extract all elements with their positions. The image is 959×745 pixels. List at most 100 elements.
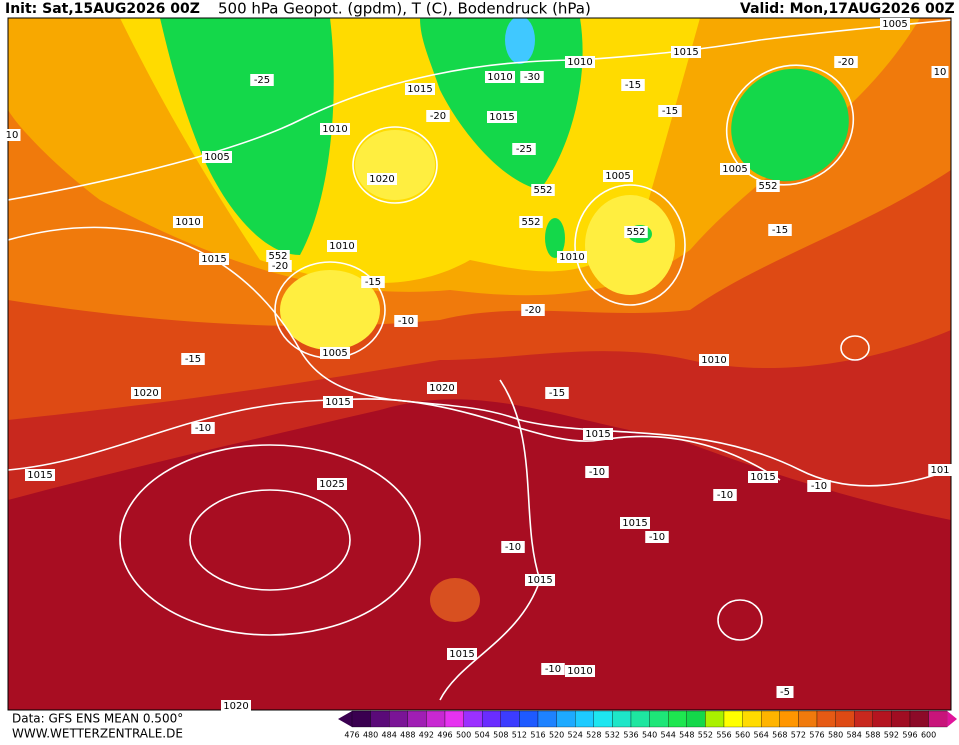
contour-label-box: [250, 74, 274, 86]
contour-label-box: [699, 354, 729, 366]
contour-label-box: [768, 224, 792, 236]
legend-level: 500: [456, 731, 471, 740]
contour-label: 1010: [322, 124, 347, 135]
contour-label: 1025: [319, 479, 344, 490]
legend-level: 584: [847, 731, 862, 740]
legend-level: 600: [921, 731, 936, 740]
contour-label: 1015: [622, 518, 647, 529]
legend-level: 540: [642, 731, 657, 740]
contour-label: -20: [430, 111, 446, 122]
legend-swatch: [575, 710, 594, 728]
contour-label-box: [323, 396, 353, 408]
legend-swatch: [705, 710, 725, 728]
contour-label-box: [427, 382, 457, 394]
legend-level: 548: [679, 731, 694, 740]
contour-label-box: [880, 18, 910, 30]
contour-label-box: [426, 110, 450, 122]
contour-label-box: [583, 428, 613, 440]
legend-swatch: [351, 710, 371, 728]
legend-swatch: [519, 710, 539, 728]
legend-swatch: [798, 710, 818, 728]
contour-label-box: [405, 83, 435, 95]
legend-level: 576: [809, 731, 824, 740]
contour-label: 10: [934, 67, 947, 78]
legend-level: 528: [586, 731, 601, 740]
contour-label-box: [25, 469, 55, 481]
contour-label: 1015: [449, 649, 474, 660]
legend-swatch: [426, 710, 446, 728]
contour-label-box: [268, 260, 292, 272]
contour-label: -20: [272, 261, 288, 272]
contour-label-box: [367, 173, 397, 185]
contour-label: -10: [649, 532, 665, 543]
contour-label-box: [191, 422, 215, 434]
contour-label-box: [541, 663, 565, 675]
legend-level: 484: [382, 731, 397, 740]
contour-label-box: [131, 387, 161, 399]
contour-label-box: [834, 56, 858, 68]
legend-swatch: [612, 710, 632, 728]
contour-label-box: [361, 276, 385, 288]
contour-label: 1010: [567, 57, 592, 68]
contour-label-box: [776, 686, 794, 698]
contour-label: -20: [525, 305, 541, 316]
legend-level: 516: [530, 731, 545, 740]
contour-label-box: [620, 517, 650, 529]
legend-level: 488: [400, 731, 415, 740]
contour-label: 1020: [429, 383, 454, 394]
legend-swatch: [463, 710, 483, 728]
legend-swatch: [500, 710, 520, 728]
legend-level: 572: [791, 731, 806, 740]
map-field: [8, 18, 951, 710]
contour-label: 1015: [325, 397, 350, 408]
legend-level: 564: [754, 731, 769, 740]
contour-label-box: [713, 489, 737, 501]
legend-swatch: [723, 710, 743, 728]
legend-level: 496: [437, 731, 452, 740]
contour-label-box: [199, 253, 229, 265]
legend-level: 480: [363, 731, 378, 740]
valid-time: Valid: Mon,17AUG2026 00Z: [740, 1, 955, 17]
contour-label-box: [501, 541, 525, 553]
data-source: Data: GFS ENS MEAN 0.500°: [12, 712, 183, 726]
legend-swatch: [444, 710, 464, 728]
contour-label: 101: [930, 465, 949, 476]
contour-label: 552: [533, 185, 552, 196]
contour-label: 1010: [559, 252, 584, 263]
legend-swatch: [909, 710, 929, 728]
contour-label: -10: [811, 481, 827, 492]
legend-level: 520: [549, 731, 564, 740]
legend-swatch: [779, 710, 799, 728]
init-time: Init: Sat,15AUG2026 00Z: [5, 1, 200, 17]
contour-label-box: [928, 464, 952, 476]
contour-label-box: [658, 105, 682, 117]
contour-label: 1010: [329, 241, 354, 252]
contour-label-box: [756, 180, 780, 192]
legend-swatch: [649, 710, 669, 728]
contour-label: -15: [365, 277, 381, 288]
contour-label-box: [525, 574, 555, 586]
contour-label-box: [531, 184, 555, 196]
legend-swatch: [928, 710, 948, 728]
contour-label: -10: [398, 316, 414, 327]
contour-label: 1015: [27, 470, 52, 481]
legend-level: 492: [419, 731, 434, 740]
contour-label-box: [320, 347, 350, 359]
contour-label-box: [565, 665, 595, 677]
contour-label: 1010: [701, 355, 726, 366]
legend-swatch: [891, 710, 911, 728]
legend-swatch: [854, 710, 873, 728]
contour-label-box: [181, 353, 205, 365]
legend-level: 544: [661, 731, 676, 740]
legend-swatch: [872, 710, 892, 728]
legend-level: 592: [884, 731, 899, 740]
contour-label-box: [485, 71, 515, 83]
contour-label: 1010: [487, 72, 512, 83]
map-title: 500 hPa Geopot. (gpdm), T (C), Bodendruc…: [218, 0, 591, 18]
contour-label: 1015: [489, 112, 514, 123]
contour-label: -15: [185, 354, 201, 365]
contour-label-box: [512, 143, 536, 155]
contour-label-box: [585, 466, 609, 478]
contour-label-box: [519, 216, 543, 228]
legend-swatch: [686, 710, 706, 728]
